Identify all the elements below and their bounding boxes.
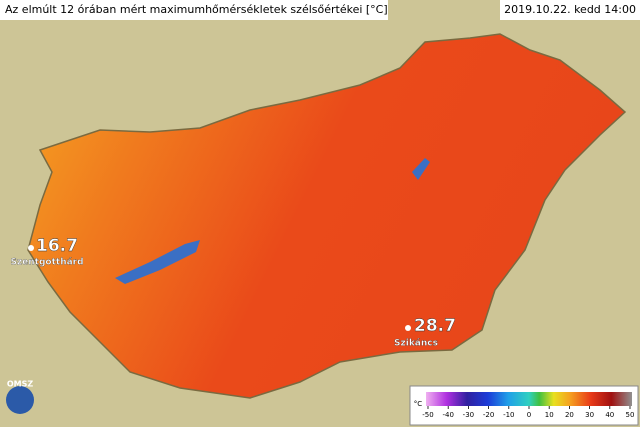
station-value: 16.7 (36, 236, 78, 256)
legend-tick-label: 30 (585, 411, 594, 419)
legend-tick-label: -10 (503, 411, 514, 419)
legend-tick-label: 50 (626, 411, 635, 419)
station-dot (405, 325, 411, 331)
station-value: 28.7 (414, 316, 456, 336)
legend-ticks: -50 -40 -30 -20 -10 0 10 20 30 40 50 (422, 406, 634, 419)
title-box (0, 0, 388, 20)
logo-emblem (6, 386, 34, 414)
lake-tisza (412, 158, 430, 180)
legend-tick-label: 10 (545, 411, 554, 419)
legend-colorbar (426, 392, 632, 406)
legend-tick-label: -40 (442, 411, 453, 419)
title: Az elmúlt 12 órában mért maximumhőmérsék… (5, 3, 388, 16)
date: 2019.10.22. kedd 14:00 (504, 3, 636, 16)
logo-text: OMSZ (7, 380, 34, 389)
station-dot (28, 245, 34, 251)
legend-tick-label: -30 (463, 411, 474, 419)
station-name: Szikáncs (394, 339, 438, 349)
legend-tick-label: 0 (527, 411, 531, 419)
country-temperature-field (27, 33, 627, 399)
legend-tick-label: -20 (483, 411, 494, 419)
legend-tick-label: 20 (565, 411, 574, 419)
legend-unit: °C (414, 400, 423, 408)
station-name: Szentgotthárd (10, 258, 83, 268)
legend-tick-label: 40 (605, 411, 614, 419)
lake-balaton (115, 240, 200, 284)
date-box (500, 0, 640, 20)
legend-tick-label: -50 (422, 411, 433, 419)
